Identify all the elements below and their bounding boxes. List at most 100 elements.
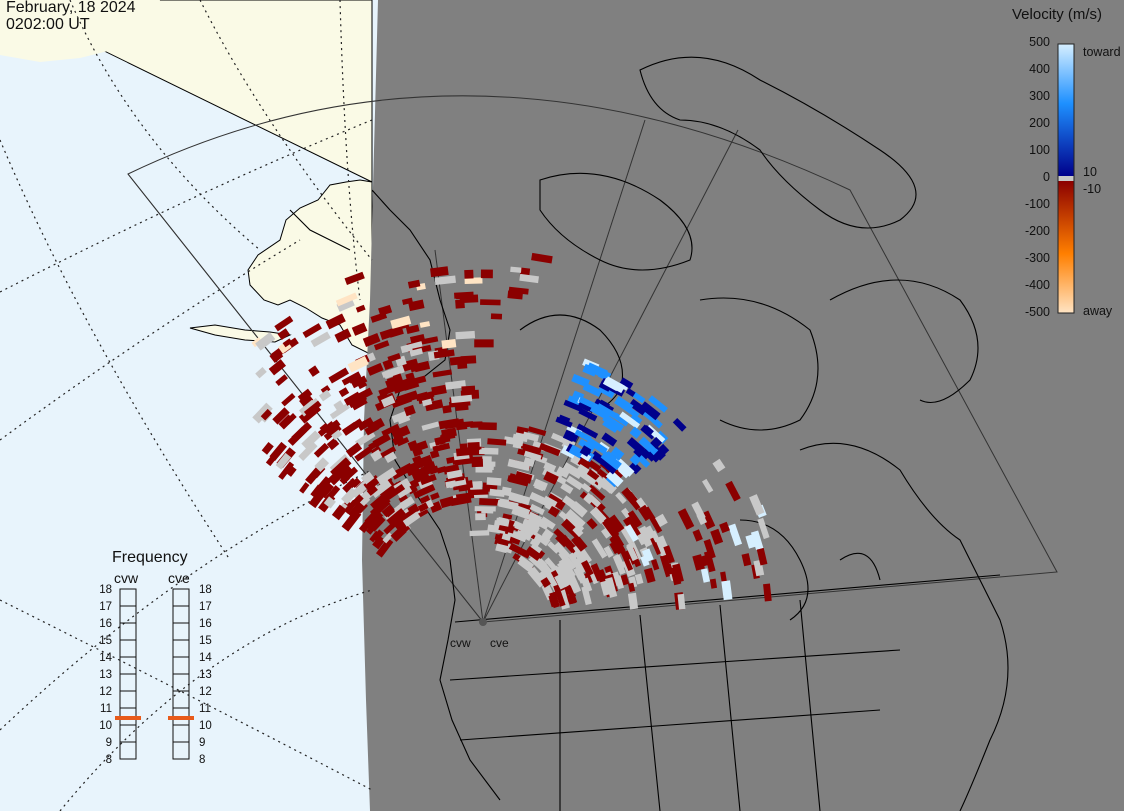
echo-cell: [313, 442, 330, 458]
echo-cell: [621, 403, 640, 419]
frequency-marker-cvw: [115, 716, 141, 720]
echo-cell: [519, 273, 539, 284]
echo-cell: [432, 442, 451, 453]
echo-cell: [381, 423, 400, 437]
echo-cell: [543, 572, 557, 588]
echo-cell: [571, 373, 590, 388]
echo-cell: [474, 506, 496, 512]
echo-cell: [413, 484, 436, 499]
echo-cell: [272, 407, 290, 425]
echo-cell: [605, 469, 624, 488]
echo-cell: [356, 379, 368, 390]
echo-cell: [366, 516, 381, 531]
echo-cell: [350, 395, 368, 411]
echo-cell: [372, 535, 386, 550]
echo-cell: [417, 502, 429, 513]
night-terminator-region: [362, 0, 1124, 811]
echo-cell: [251, 337, 263, 348]
frequency-tick-left: 11: [100, 703, 112, 715]
echo-cell: [338, 387, 350, 398]
echo-cell: [562, 462, 584, 479]
echo-cell: [556, 466, 570, 479]
echo-cell: [612, 554, 626, 575]
echo-cell: [375, 537, 394, 558]
echo-cell: [299, 393, 314, 408]
echo-cell: [455, 492, 475, 501]
echo-cell: [456, 421, 474, 429]
colorbar-plus10-label: 10: [1083, 165, 1097, 179]
echo-cell: [529, 503, 545, 516]
colorbar-away-label: away: [1083, 304, 1113, 318]
echo-cell: [597, 479, 608, 490]
echo-cell: [565, 509, 586, 529]
echo-cell: [555, 532, 571, 548]
echo-cell: [572, 525, 584, 538]
echo-cell: [409, 348, 423, 357]
echo-cell: [432, 369, 453, 378]
frequency-tick-left: 10: [99, 720, 112, 732]
echo-cell: [495, 543, 508, 554]
frequency-tick-right: 14: [199, 652, 212, 664]
echo-cell: [331, 504, 347, 521]
echo-cell: [741, 553, 752, 567]
echo-cell: [489, 488, 505, 498]
echo-cell: [710, 528, 724, 545]
echo-cell: [663, 545, 675, 564]
echo-cell: [514, 471, 533, 484]
echo-cell: [590, 563, 604, 582]
echo-cell: [549, 591, 560, 609]
echo-cell: [589, 506, 607, 524]
date-label: February, 18 2024: [6, 0, 136, 16]
echo-cell: [419, 495, 431, 505]
echo-cell: [692, 554, 705, 571]
echo-cell: [627, 510, 643, 528]
echo-cell: [703, 550, 716, 573]
echo-cell: [380, 446, 397, 459]
frequency-tick-right: 16: [199, 618, 212, 630]
echo-cell: [405, 394, 417, 403]
echo-cell: [591, 538, 608, 559]
echo-cell: [343, 391, 362, 406]
echo-cell: [576, 423, 599, 439]
echo-cell: [538, 534, 551, 547]
echo-cell: [275, 452, 292, 470]
echo-cell: [255, 367, 267, 379]
echo-cell: [438, 418, 460, 430]
echo-cell: [512, 520, 536, 536]
echo-cell: [517, 558, 534, 574]
echo-cell: [355, 304, 366, 313]
echo-cell: [573, 566, 586, 581]
echo-cell: [512, 433, 528, 443]
echo-cell: [277, 328, 290, 341]
echo-cell: [400, 341, 424, 354]
echo-cell: [487, 438, 507, 446]
echo-cell: [636, 454, 651, 468]
echo-cell: [284, 464, 297, 477]
echo-cell: [602, 419, 619, 434]
echo-cell: [382, 532, 393, 544]
echo-cell: [368, 436, 386, 450]
echo-cell: [619, 411, 641, 429]
echo-cell: [640, 555, 650, 567]
echo-cell: [478, 422, 497, 431]
echo-cell: [628, 398, 648, 416]
echo-cell: [650, 436, 663, 449]
echo-cell: [565, 475, 584, 491]
echo-cell: [323, 424, 342, 441]
echo-cell: [563, 399, 583, 412]
frequency-tick-left: 15: [99, 635, 112, 647]
echo-cell: [587, 494, 602, 508]
echo-cell: [555, 416, 573, 428]
echo-cell: [261, 442, 274, 455]
echo-cell: [407, 279, 421, 289]
echo-cell: [474, 339, 494, 348]
frequency-tick-left: 14: [99, 652, 112, 664]
echo-cell: [600, 580, 612, 596]
radar-site-marker: [479, 618, 487, 626]
echo-cell: [590, 450, 610, 468]
chukotka-land: [0, 0, 160, 62]
echo-cell: [387, 353, 401, 363]
echo-cell: [430, 266, 449, 278]
echo-cell: [633, 448, 643, 458]
